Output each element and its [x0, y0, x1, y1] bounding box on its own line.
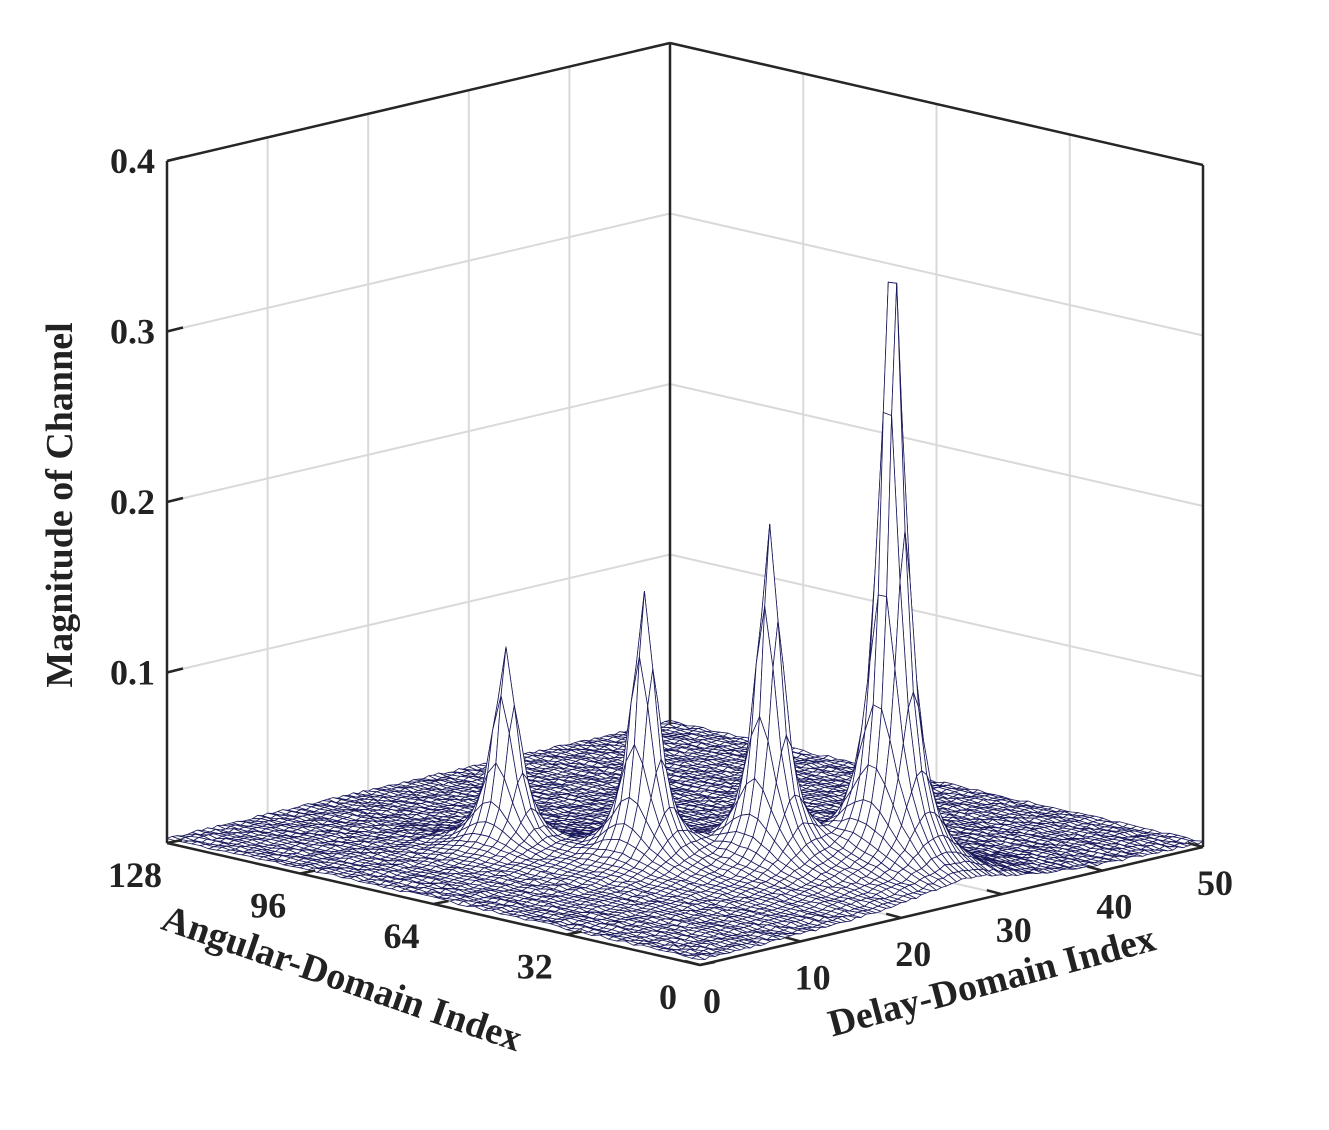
grid-line — [669, 383, 1204, 507]
grid-line — [166, 553, 671, 674]
grid-line — [166, 212, 671, 333]
grid-line — [669, 553, 1204, 678]
grid-line — [669, 212, 1204, 337]
grid-line — [166, 383, 671, 503]
mesh-surface — [166, 281, 1204, 960]
